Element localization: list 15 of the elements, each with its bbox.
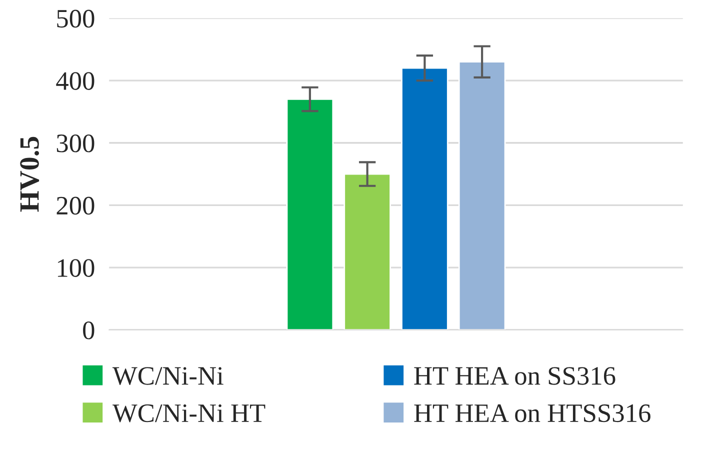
y-tick-label: 200 [56,196,94,215]
y-tick-label: 400 [56,72,94,90]
y-axis-title: HV0.5 [20,136,40,212]
bar [458,61,506,330]
y-tick-label: 500 [57,10,94,28]
y-tick-label: 300 [56,134,94,152]
legend-label: WC/Ni-Ni HT [112,404,266,422]
bar [344,173,391,330]
bar [286,98,334,330]
bar [401,67,448,330]
legend-label: WC/Ni-Ni [112,367,224,385]
legend-label: HT HEA on HTSS316 [414,404,650,422]
y-tick-label: 100 [58,259,94,277]
y-tick-label: 0 [83,321,94,340]
legend-label: HT HEA on SS316 [414,367,616,385]
